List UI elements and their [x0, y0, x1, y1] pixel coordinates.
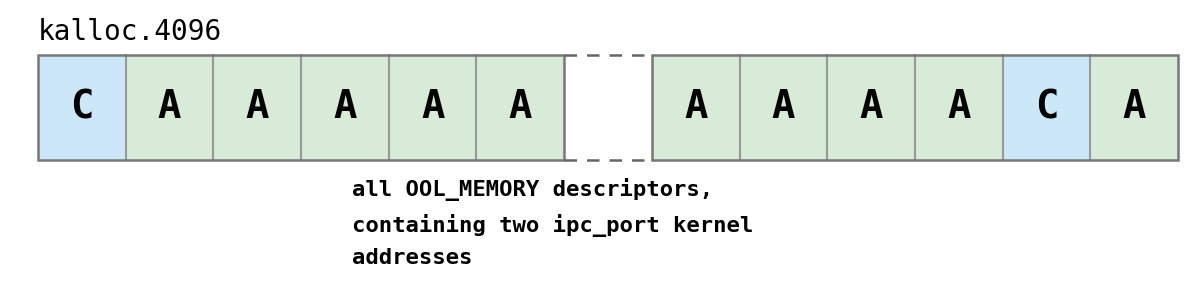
Text: A: A — [684, 89, 707, 127]
Bar — [126, 55, 214, 160]
Text: kalloc.4096: kalloc.4096 — [38, 18, 222, 46]
Bar — [827, 55, 914, 160]
Text: A: A — [158, 89, 181, 127]
Bar — [1091, 55, 1178, 160]
Bar — [652, 55, 1178, 160]
Text: C: C — [1034, 89, 1058, 127]
Bar — [1003, 55, 1091, 160]
Text: A: A — [509, 89, 532, 127]
Bar — [476, 55, 564, 160]
Bar — [214, 55, 301, 160]
Text: A: A — [334, 89, 356, 127]
Bar — [652, 55, 739, 160]
Bar — [389, 55, 476, 160]
Text: all OOL_MEMORY descriptors,
containing two ipc_port kernel
addresses: all OOL_MEMORY descriptors, containing t… — [352, 178, 752, 268]
Bar — [564, 55, 652, 160]
Text: A: A — [772, 89, 796, 127]
Text: A: A — [947, 89, 971, 127]
Bar — [38, 55, 564, 160]
Text: A: A — [246, 89, 269, 127]
Bar — [914, 55, 1003, 160]
Text: C: C — [70, 89, 94, 127]
Bar — [38, 55, 126, 160]
Text: A: A — [859, 89, 883, 127]
Bar — [739, 55, 827, 160]
Bar — [301, 55, 389, 160]
Text: A: A — [421, 89, 444, 127]
Text: A: A — [1122, 89, 1146, 127]
